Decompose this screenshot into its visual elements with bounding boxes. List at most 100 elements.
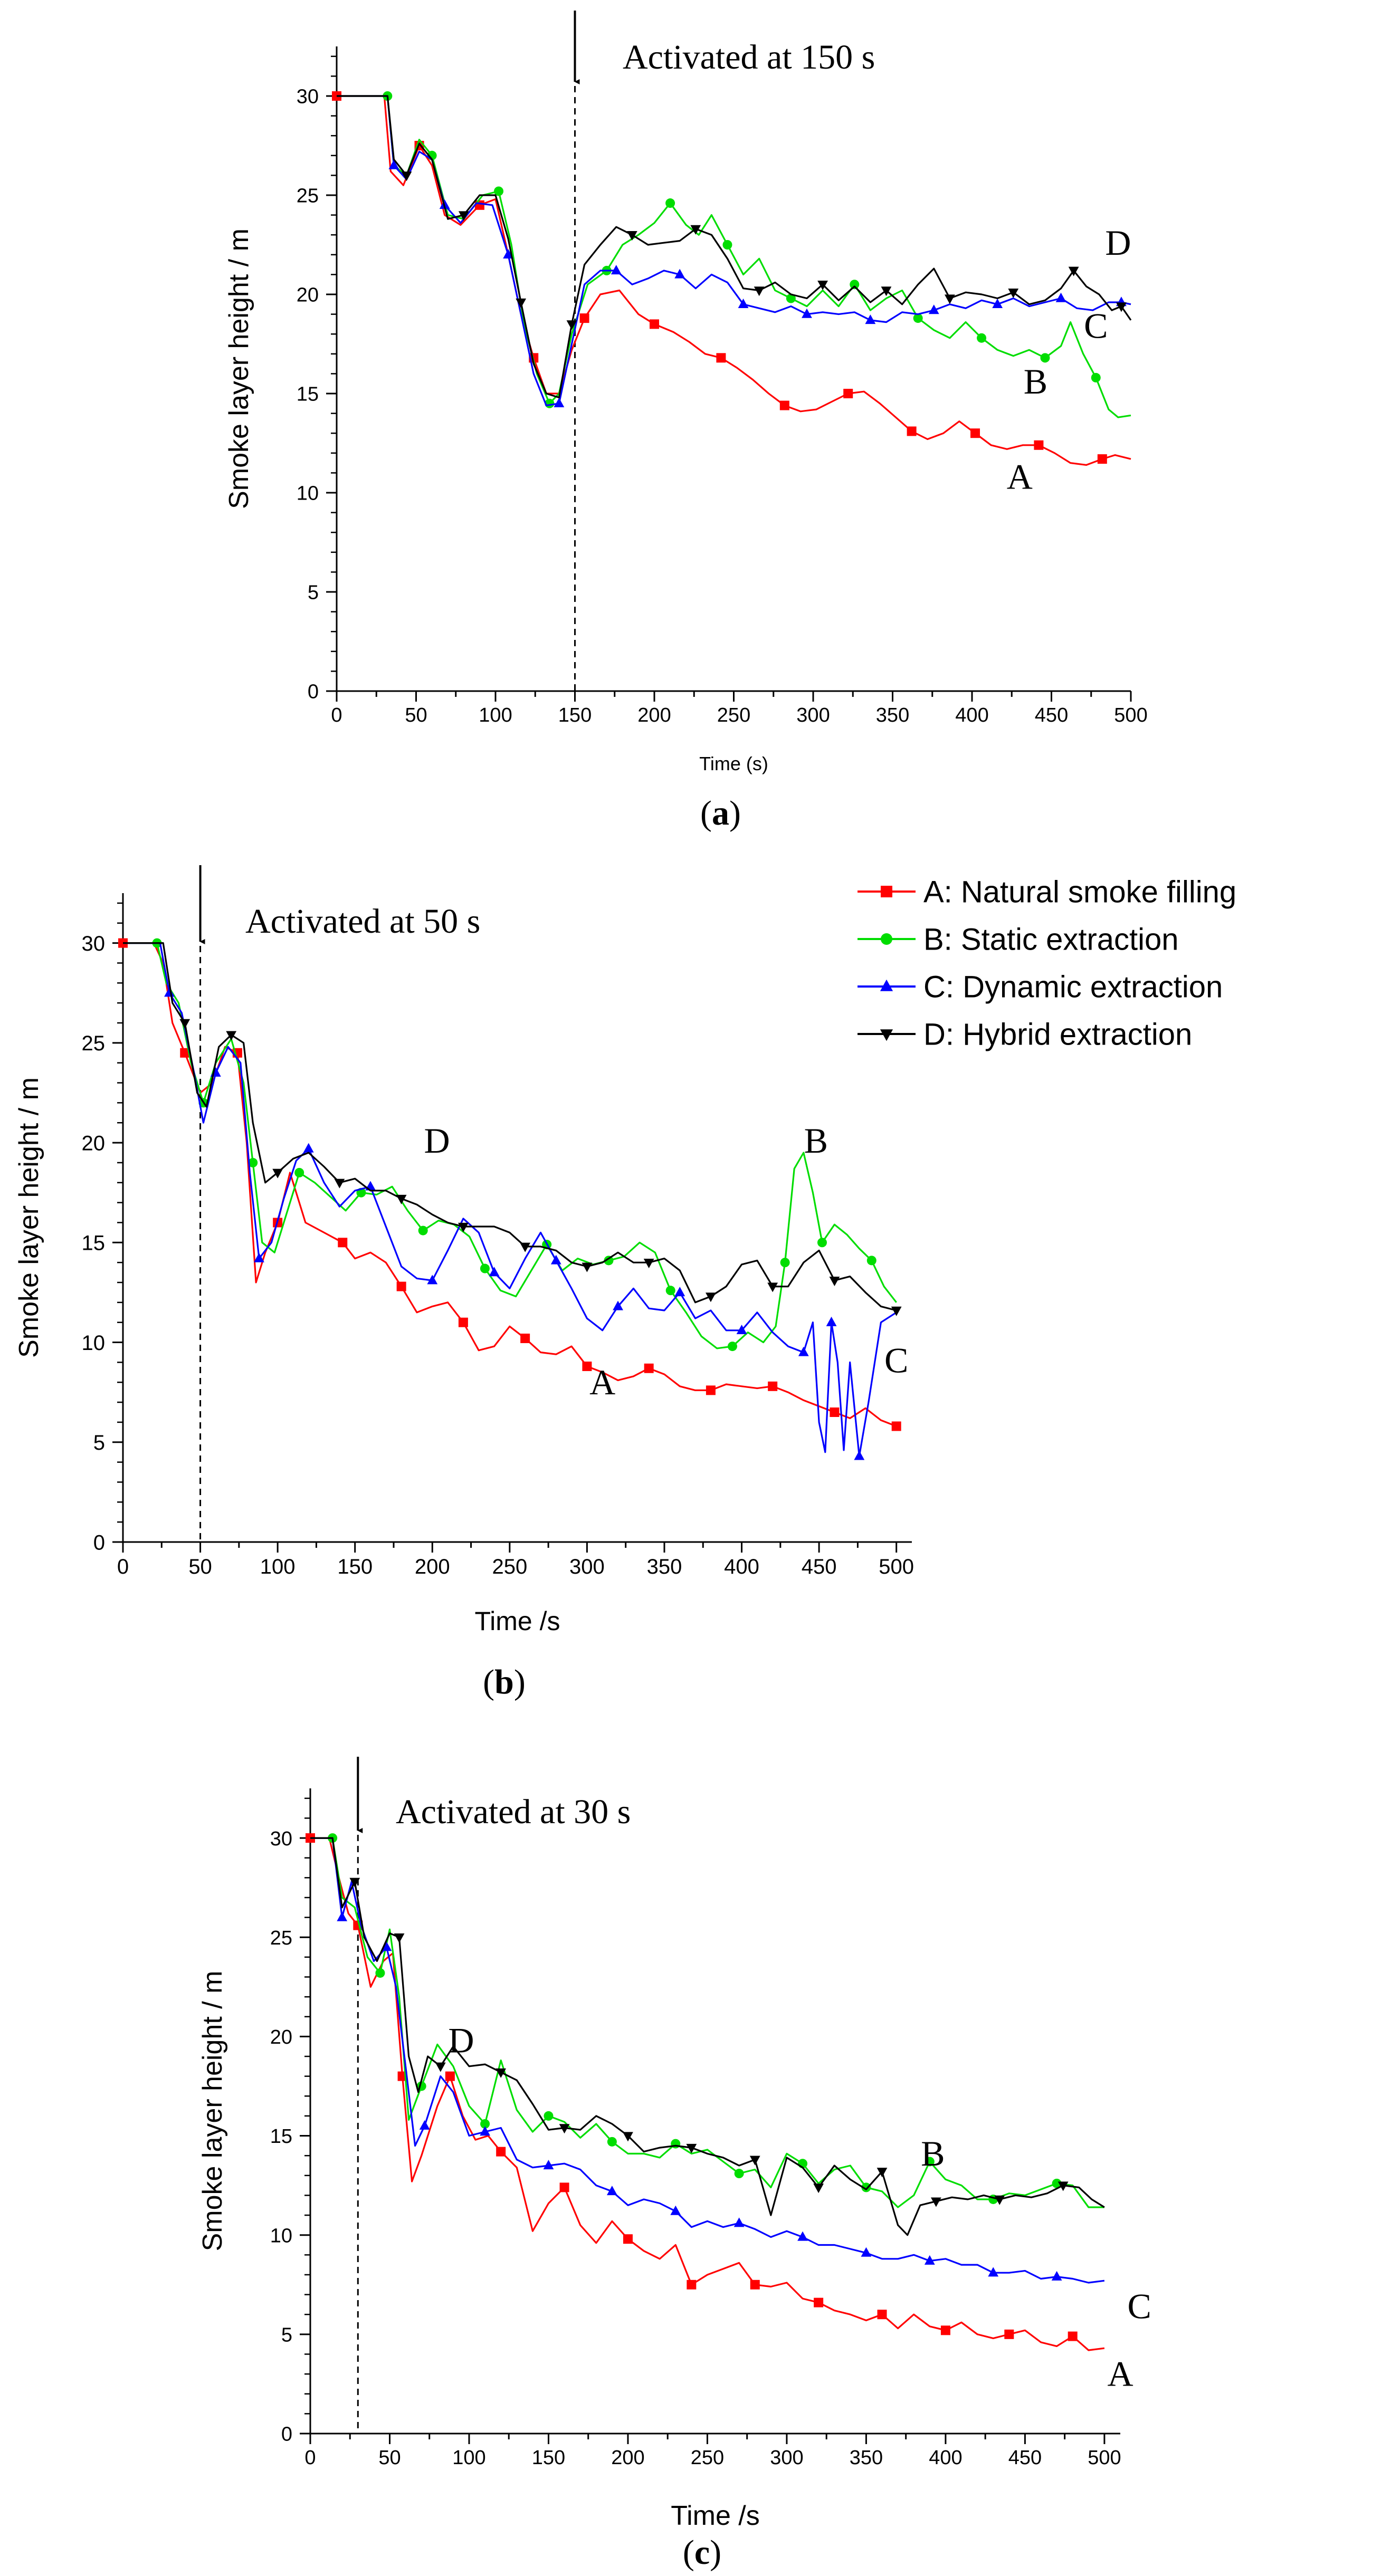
y-tick-label: 10 <box>297 483 319 505</box>
y-tick-label: 30 <box>270 1828 292 1850</box>
data-point <box>1116 302 1127 312</box>
data-point <box>394 1933 405 1943</box>
series-line <box>123 942 897 1427</box>
data-point <box>798 1346 809 1356</box>
caption-letter: c <box>694 2533 710 2572</box>
caption-close: ) <box>514 1663 526 1701</box>
data-point <box>1051 2271 1062 2281</box>
data-point <box>1055 292 1066 302</box>
data-point <box>388 159 399 169</box>
data-point <box>248 1157 258 1167</box>
series-line <box>337 95 1131 407</box>
data-point <box>544 2111 554 2121</box>
data-point <box>496 2147 506 2157</box>
curve-label-d: D <box>1105 223 1131 263</box>
y-axis-label: Smoke layer height / m <box>197 1971 228 2252</box>
series-b <box>310 1833 1104 2208</box>
y-tick-label: 20 <box>82 1132 106 1155</box>
legend-label: C: Dynamic extraction <box>923 970 1223 1004</box>
curve-label-a: A <box>589 1362 615 1402</box>
data-point <box>1091 372 1101 382</box>
data-point <box>559 2124 570 2134</box>
x-tick-label: 250 <box>492 1555 527 1578</box>
data-point <box>706 1292 716 1303</box>
x-tick-label: 500 <box>879 1555 914 1578</box>
data-point <box>579 313 589 323</box>
series-b <box>337 91 1131 418</box>
x-axis-label: Time /s <box>474 1606 560 1636</box>
data-point <box>786 293 796 303</box>
data-point <box>418 1225 428 1236</box>
data-point <box>1034 440 1044 450</box>
data-point <box>830 1407 840 1417</box>
data-point <box>550 1255 561 1265</box>
data-point <box>754 286 765 296</box>
y-axis-label: Smoke layer height / m <box>224 228 254 509</box>
data-point <box>334 1179 345 1189</box>
series-c <box>310 1837 1105 2284</box>
x-tick-label: 350 <box>850 2447 883 2469</box>
x-tick-label: 100 <box>479 704 512 726</box>
x-tick-label: 50 <box>405 704 427 726</box>
data-point <box>881 286 892 296</box>
data-point <box>854 1450 865 1460</box>
x-tick-label: 150 <box>337 1555 373 1578</box>
data-point <box>944 294 955 304</box>
y-tick-label: 25 <box>82 1032 106 1055</box>
legend: A: Natural smoke filling B: Static extrac… <box>858 875 1236 1051</box>
data-point <box>554 398 565 407</box>
y-tick-label: 30 <box>297 86 319 108</box>
data-point <box>375 1968 385 1978</box>
data-point <box>458 1222 469 1232</box>
y-tick-label: 20 <box>270 2026 292 2048</box>
series-a <box>332 91 1131 466</box>
y-tick-label: 5 <box>308 582 319 604</box>
data-point <box>520 1333 530 1343</box>
data-point <box>829 1277 840 1287</box>
x-tick-label: 450 <box>802 1555 837 1578</box>
data-point <box>1040 353 1050 363</box>
data-point <box>613 1300 623 1310</box>
x-axis-label: Time (s) <box>699 753 768 774</box>
y-tick-label: 30 <box>82 932 106 955</box>
chart-panel-c: 0 50 100 150 200 250 300 350 400 450 500 0 5 10 15 20 25… <box>197 1757 1151 2572</box>
caption-open: ( <box>483 1663 494 1701</box>
data-point <box>768 1381 778 1391</box>
data-point <box>674 269 685 279</box>
series-line <box>310 1837 1105 2284</box>
activation-annotation: Activated at 50 s <box>245 902 480 941</box>
panel-caption: (c) <box>683 2533 721 2572</box>
series-c <box>123 942 897 1460</box>
y-axis-label: Smoke layer height / m <box>14 1077 44 1358</box>
curve-label-c: C <box>884 1340 908 1380</box>
data-point <box>623 2234 633 2244</box>
data-point <box>891 1421 901 1431</box>
data-point <box>706 1385 716 1395</box>
x-tick-label: 250 <box>717 704 750 726</box>
curve-label-b: B <box>1024 361 1047 401</box>
caption-letter: a <box>712 794 729 832</box>
data-point <box>623 2132 633 2142</box>
x-tick-label: 300 <box>770 2447 803 2469</box>
series-d <box>123 942 902 1316</box>
y-tick-label: 20 <box>297 284 319 307</box>
data-point <box>928 304 939 314</box>
y-tick-label: 0 <box>281 2424 292 2446</box>
y-tick-label: 25 <box>297 185 319 207</box>
data-point <box>930 2197 941 2207</box>
data-point <box>226 1031 237 1041</box>
x-tick-label: 350 <box>876 704 909 726</box>
data-point <box>365 1181 376 1191</box>
caption-close: ) <box>710 2533 721 2572</box>
series-line <box>337 95 1132 399</box>
legend-marker <box>881 933 892 945</box>
data-point <box>494 186 504 196</box>
data-point <box>716 353 726 363</box>
data-point <box>865 314 876 324</box>
x-tick-label: 450 <box>1035 704 1068 726</box>
chart-panel-a: 0 50 100 150 200 250 300 350 400 450 500 0 5 10 15 20 25… <box>224 11 1148 832</box>
data-point <box>734 2169 744 2179</box>
caption-open: ( <box>700 794 712 832</box>
data-point <box>1068 2331 1078 2341</box>
curve-label-a: A <box>1007 456 1033 496</box>
